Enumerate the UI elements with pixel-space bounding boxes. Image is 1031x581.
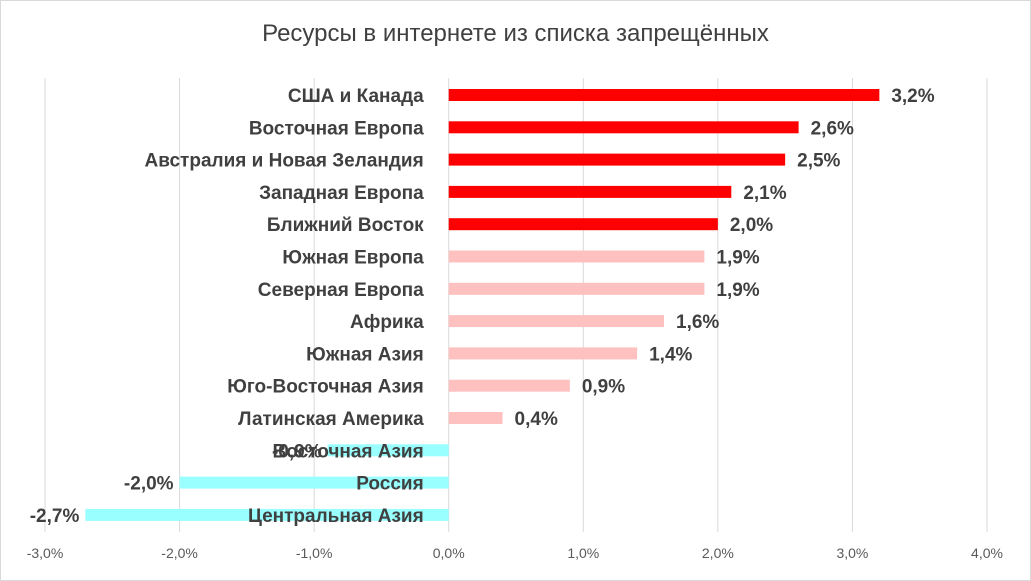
bar — [327, 444, 449, 457]
x-tick-label: 2,0% — [702, 545, 734, 561]
bar — [448, 218, 718, 231]
bar — [179, 476, 449, 489]
bar — [448, 89, 880, 101]
category-label: Россия — [356, 474, 423, 495]
category-label: Восточная Азия — [273, 441, 424, 462]
category-label: Центральная Азия — [248, 506, 424, 527]
x-tick-label: 4,0% — [971, 545, 1003, 561]
category-label: Северная Европа — [258, 280, 424, 301]
bar — [448, 347, 638, 360]
data-label: 1,9% — [716, 280, 759, 301]
category-label: Австралия и Новая Зеландия — [145, 151, 424, 172]
data-label: 2,0% — [730, 215, 773, 236]
category-label: Африка — [350, 312, 424, 333]
category-label: США и Канада — [288, 86, 424, 107]
data-label: 1,6% — [676, 312, 719, 333]
x-tick-label: 0,0% — [433, 545, 465, 561]
data-label: 3,2% — [891, 86, 934, 107]
data-label: 0,4% — [515, 409, 558, 430]
grid-layer — [44, 78, 988, 532]
x-tick-label: 3,0% — [836, 545, 868, 561]
bar — [448, 282, 705, 295]
x-tick-label: 1,0% — [567, 545, 599, 561]
bar-layer — [85, 89, 880, 521]
bar — [448, 412, 503, 424]
category-label: Ближний Восток — [267, 215, 424, 236]
x-tick-label: -2,0% — [161, 545, 198, 561]
data-label: 2,1% — [743, 183, 786, 204]
bar — [85, 508, 449, 521]
x-tick-label: -1,0% — [296, 545, 333, 561]
category-label: Восточная Европа — [249, 118, 424, 139]
category-label: Южная Европа — [282, 248, 424, 269]
category-label: Южная Азия — [306, 344, 424, 365]
data-label: -0,9% — [272, 441, 322, 462]
bar — [448, 379, 570, 392]
category-label: Юго-Восточная Азия — [227, 377, 423, 398]
bar — [448, 185, 732, 198]
data-label: 1,9% — [716, 248, 759, 269]
bar — [448, 121, 799, 134]
data-label: 0,9% — [582, 377, 625, 398]
data-label: -2,7% — [30, 506, 80, 527]
data-label: 1,4% — [649, 344, 692, 365]
label-layer: США и Канада 3,2% Восточная Европа 2,6% Авст… — [30, 86, 935, 527]
data-label: 2,6% — [811, 118, 854, 139]
bar — [448, 153, 786, 166]
x-tick-label: -3,0% — [27, 545, 64, 561]
data-label: 2,5% — [797, 151, 840, 172]
category-label: Латинская Америка — [238, 409, 424, 430]
data-label: -2,0% — [124, 474, 174, 495]
tick-layer: -3,0% -2,0% -1,0% 0,0% 1,0% 2,0% 3,0% 4,0% — [27, 545, 1003, 561]
category-label: Западная Европа — [259, 183, 424, 204]
bar — [448, 250, 705, 263]
chart-title: Ресурсы в интернете из списка запрещённы… — [262, 20, 769, 47]
bar — [448, 315, 665, 328]
